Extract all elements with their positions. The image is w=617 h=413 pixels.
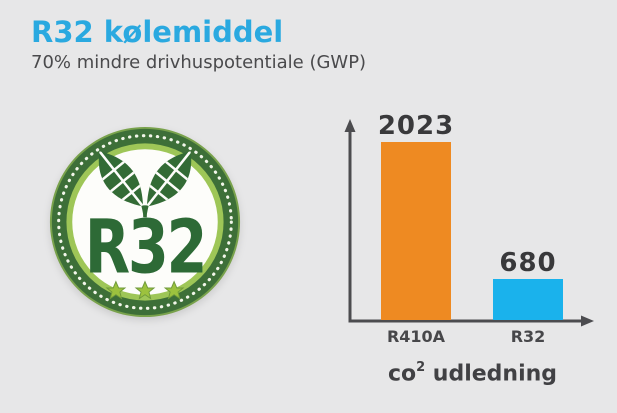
- bar-value-r410a: 2023: [377, 111, 455, 141]
- badge-label: R32: [85, 204, 205, 290]
- page-title: R32 kølemiddel: [31, 15, 284, 49]
- bar-r32: [493, 279, 563, 320]
- r32-eco-badge: R32: [48, 125, 242, 319]
- co2-bar-chart: 2023 680 R410A R32: [340, 108, 602, 358]
- chart-title-rest: udledning: [425, 361, 558, 387]
- badge-dot-ring: [57, 134, 233, 310]
- x-axis-arrow-icon: [581, 315, 594, 327]
- chart-title-sup: 2: [416, 360, 426, 375]
- bar-label-r410a: R410A: [386, 327, 446, 346]
- page-subtitle: 70% mindre drivhuspotentiale (GWP): [31, 52, 367, 74]
- chart-axes: [344, 119, 594, 327]
- y-axis-arrow-icon: [344, 119, 356, 132]
- r32-badge-graphic: R32: [49, 126, 241, 318]
- bar-label-r32: R32: [510, 327, 546, 346]
- bar-column-r32: 680: [493, 250, 563, 320]
- bar-value-r32: 680: [499, 248, 557, 278]
- bar-column-r410a: 2023: [377, 111, 455, 320]
- chart-title: co2 udledning: [345, 360, 600, 387]
- chart-title-base: co: [387, 361, 417, 387]
- header: R32 kølemiddel 70% mindre drivhuspotenti…: [31, 15, 367, 74]
- bar-r410a: [381, 142, 451, 320]
